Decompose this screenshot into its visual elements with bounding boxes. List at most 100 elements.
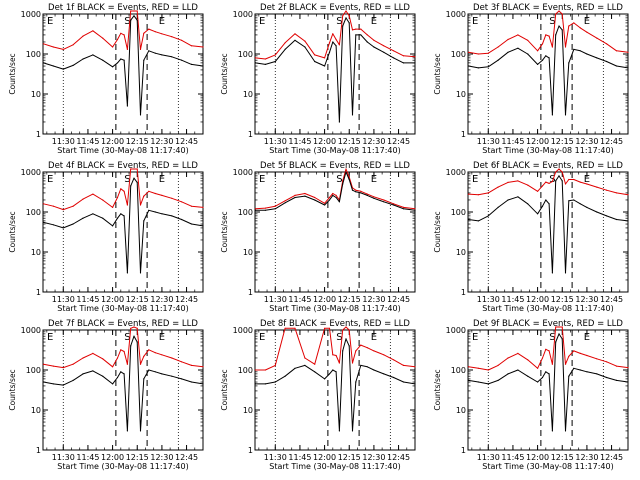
marker-label: S xyxy=(549,174,555,185)
data-point-events xyxy=(148,50,150,52)
series-line-events xyxy=(468,333,629,432)
data-point-events xyxy=(116,62,119,64)
data-point-events xyxy=(596,57,598,59)
marker-label: E xyxy=(47,174,53,185)
data-point-lld xyxy=(393,203,395,205)
x-axis: 11:30 11:45 12:00 12:15 12:30 12:45 xyxy=(471,330,629,462)
data-point-events xyxy=(120,58,122,60)
data-point-events xyxy=(568,375,570,377)
x-tick-label: 12:00 xyxy=(526,295,549,304)
data-point-lld xyxy=(561,326,563,328)
y-axis: 1 10 100 1000 xyxy=(21,10,203,139)
data-point-lld xyxy=(126,48,128,51)
x-axis-label: Start Time (30-May-08 11:17:40) xyxy=(482,304,613,313)
data-point-lld xyxy=(254,369,257,371)
data-point-events xyxy=(606,215,608,217)
data-point-lld xyxy=(366,34,368,36)
x-axis: 11:30 11:45 12:00 12:15 12:30 12:45 xyxy=(471,14,629,146)
data-point-lld xyxy=(517,352,519,354)
data-point-lld xyxy=(274,205,276,207)
data-point-lld xyxy=(414,56,416,58)
data-point-lld xyxy=(537,50,539,52)
data-point-lld xyxy=(324,202,326,204)
data-point-lld xyxy=(154,352,156,354)
data-point-events xyxy=(568,62,570,64)
data-point-events xyxy=(355,191,357,193)
data-point-events xyxy=(342,183,344,185)
data-point-events xyxy=(383,51,385,53)
data-point-lld xyxy=(324,327,326,329)
data-point-lld xyxy=(120,188,122,190)
data-point-lld xyxy=(335,38,337,41)
x-axis-label: Start Time (30-May-08 11:17:40) xyxy=(482,462,613,471)
data-point-events xyxy=(181,218,183,221)
data-point-lld xyxy=(548,350,550,352)
data-point-lld xyxy=(133,168,135,170)
data-point-lld xyxy=(351,362,354,364)
data-point-events xyxy=(328,373,331,375)
data-point-events xyxy=(467,379,470,381)
data-point-lld xyxy=(615,192,618,194)
data-point-lld xyxy=(254,57,257,59)
data-point-lld xyxy=(355,28,357,30)
data-point-events xyxy=(561,180,563,182)
data-point-events xyxy=(579,369,581,371)
data-point-lld xyxy=(360,28,362,30)
series-line-events xyxy=(255,171,416,211)
series-line-events xyxy=(255,17,415,123)
data-point-events xyxy=(133,177,135,179)
data-point-lld xyxy=(497,364,499,366)
y-tick-label: 1000 xyxy=(446,326,466,335)
data-point-lld xyxy=(573,178,575,181)
data-point-events xyxy=(274,208,276,210)
x-tick-label: 12:00 xyxy=(526,137,549,146)
data-point-events xyxy=(548,373,550,375)
data-point-lld xyxy=(181,201,183,203)
y-tick-label: 1 xyxy=(248,130,253,139)
data-point-events xyxy=(527,375,529,377)
data-point-events xyxy=(558,25,560,27)
data-point-lld xyxy=(564,183,567,185)
data-point-events xyxy=(360,364,362,366)
data-point-events xyxy=(414,62,416,64)
data-point-lld xyxy=(154,31,156,33)
x-axis: 11:30 11:45 12:00 12:15 12:30 12:45 xyxy=(46,172,204,304)
data-point-lld xyxy=(181,361,183,363)
data-point-lld xyxy=(82,198,84,200)
x-tick-label: 12:30 xyxy=(575,295,598,304)
x-tick-label: 12:00 xyxy=(101,295,124,304)
series-line-lld xyxy=(43,326,204,369)
y-tick-label: 1000 xyxy=(21,10,41,19)
data-point-lld xyxy=(414,208,416,210)
plot-frame xyxy=(42,171,204,293)
data-point-lld xyxy=(102,37,104,39)
data-point-lld xyxy=(383,45,385,47)
data-point-lld xyxy=(586,31,588,33)
data-point-events xyxy=(627,220,629,222)
data-point-lld xyxy=(527,359,529,361)
data-point-lld xyxy=(467,51,470,53)
x-tick-label: 12:15 xyxy=(338,453,361,462)
data-point-lld xyxy=(294,327,296,329)
data-point-lld xyxy=(545,34,547,36)
x-axis-label: Start Time (30-May-08 11:17:40) xyxy=(269,146,400,155)
x-tick-label: 11:45 xyxy=(76,453,99,462)
data-point-events xyxy=(139,272,142,274)
data-point-lld xyxy=(139,363,142,365)
data-point-events xyxy=(373,369,375,371)
data-point-lld xyxy=(328,42,331,44)
data-point-events xyxy=(348,22,350,24)
data-point-events xyxy=(202,383,204,385)
data-point-events xyxy=(555,180,557,182)
data-point-events xyxy=(328,199,331,201)
data-point-lld xyxy=(558,10,560,12)
x-axis: 11:30 11:45 12:00 12:15 12:30 12:45 xyxy=(258,14,416,146)
data-point-lld xyxy=(139,204,142,206)
data-point-events xyxy=(154,371,156,373)
marker-label: S xyxy=(124,16,130,27)
marker-label: E xyxy=(472,332,478,343)
data-point-lld xyxy=(112,206,114,208)
panel-title: Det 4f BLACK = Events, RED = LLD xyxy=(48,161,198,171)
data-point-events xyxy=(545,199,547,201)
data-point-events xyxy=(467,218,470,221)
